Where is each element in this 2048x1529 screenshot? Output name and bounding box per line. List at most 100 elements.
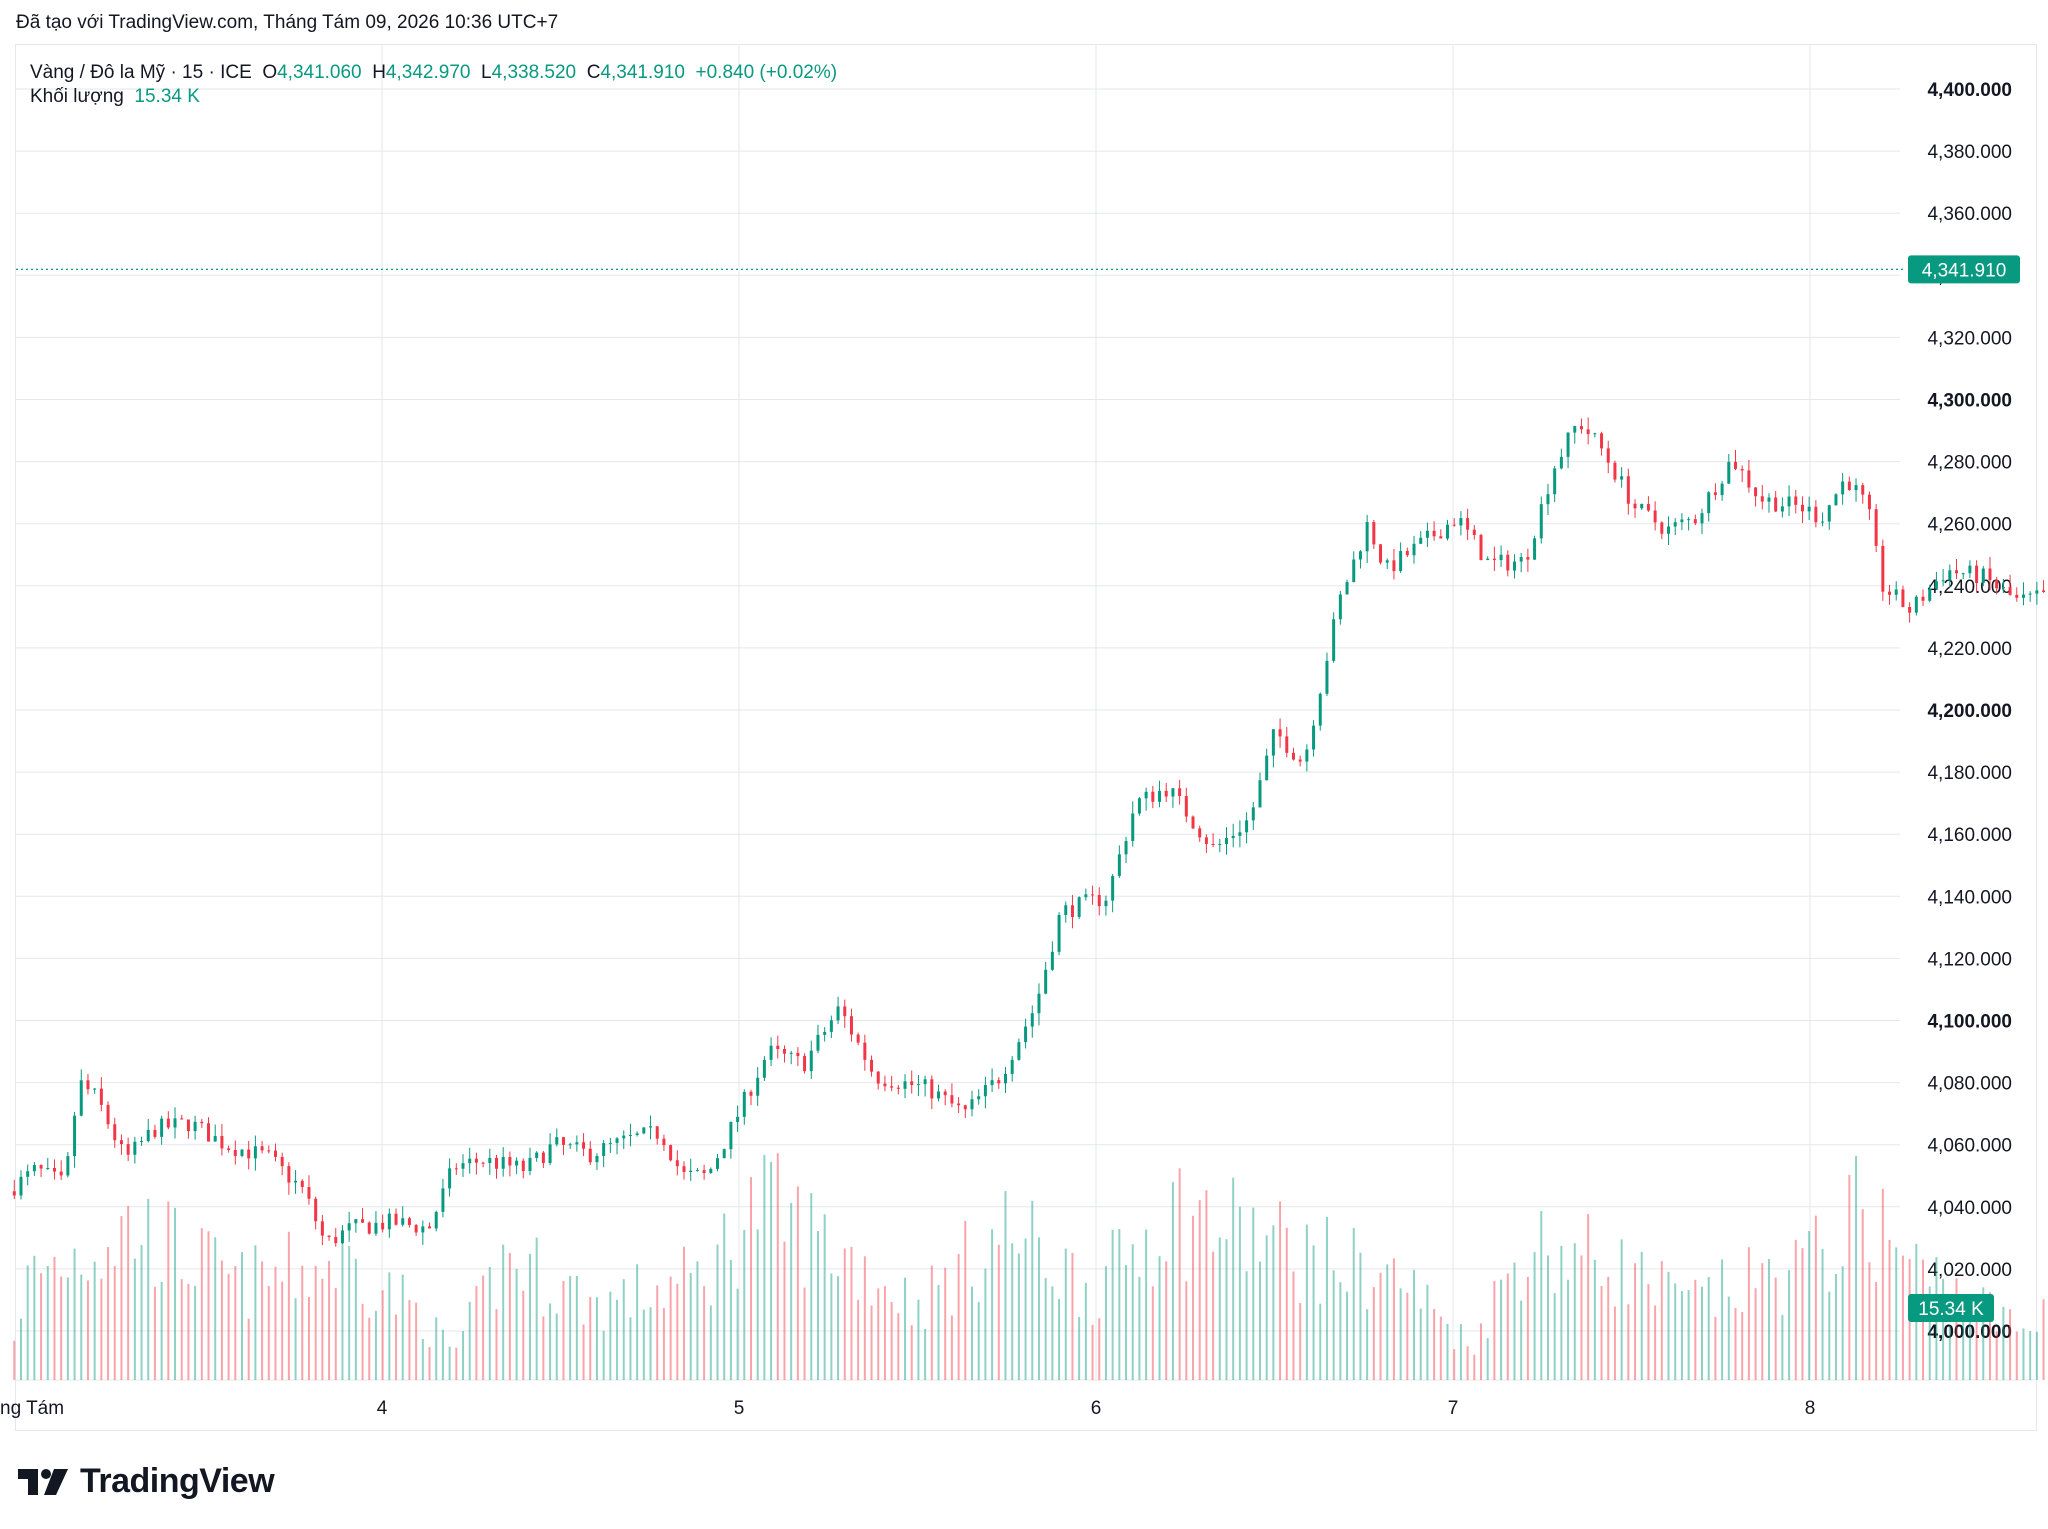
candle-body [789, 1052, 793, 1054]
volume-bar [1500, 1279, 1503, 1380]
volume-bar [656, 1285, 659, 1380]
volume-bar [428, 1347, 431, 1380]
volume-bar [1888, 1239, 1891, 1380]
candle-body [1224, 838, 1228, 845]
volume-bar [1573, 1243, 1576, 1380]
volume-bar [395, 1314, 398, 1380]
candle-body [1325, 660, 1329, 694]
volume-bar [1647, 1284, 1650, 1380]
volume-bar [267, 1285, 270, 1380]
candle-body [977, 1096, 981, 1100]
candle-body [1646, 503, 1650, 511]
change-value: +0.840 (+0.02%) [695, 62, 838, 83]
candle-body [86, 1080, 90, 1090]
volume-bar [1299, 1303, 1302, 1380]
volume-bar [1232, 1177, 1235, 1380]
volume-bar [1413, 1269, 1416, 1380]
volume-bar [100, 1278, 103, 1380]
candle-body [1077, 897, 1081, 917]
tradingview-logo[interactable]: TradingView [18, 1462, 275, 1501]
candle-body [883, 1083, 887, 1087]
low-value: 4,338.520 [491, 62, 577, 83]
candle-body [501, 1157, 505, 1169]
volume-bar [729, 1259, 732, 1380]
candle-body [320, 1221, 324, 1236]
candle-body [515, 1160, 519, 1166]
candle-body [468, 1158, 472, 1164]
volume-bar [153, 1286, 156, 1380]
candle-body [186, 1119, 190, 1132]
y-tick-label: 4,280.000 [1927, 453, 2012, 474]
volume-bar [549, 1303, 552, 1380]
volume-bar [1875, 1281, 1878, 1380]
volume-bar [1218, 1237, 1221, 1380]
tradingview-logo-icon [18, 1468, 68, 1495]
volume-bar [247, 1318, 250, 1380]
volume-bar [502, 1244, 505, 1380]
candle-body [307, 1187, 311, 1199]
volume-bar [1279, 1201, 1282, 1380]
candle-body [521, 1160, 525, 1172]
y-tick-label: 4,220.000 [1927, 639, 2012, 660]
y-tick-label: 4,260.000 [1927, 515, 2012, 536]
x-tick-label: 4 [377, 1398, 388, 1419]
candle-body [39, 1164, 43, 1169]
candle-body [407, 1218, 411, 1225]
volume-bar [1761, 1263, 1764, 1380]
candle-body [1151, 791, 1155, 802]
candle-body [1526, 557, 1530, 560]
candle-body [66, 1156, 70, 1176]
candle-body [1251, 807, 1255, 821]
volume-bar [984, 1268, 987, 1380]
volume-bar [1687, 1290, 1690, 1380]
candle-body [582, 1142, 586, 1149]
volume-bar [522, 1290, 525, 1380]
candle-body [1211, 843, 1215, 845]
volume-bar [1600, 1286, 1603, 1380]
volume-bar [33, 1255, 36, 1380]
volume-bar [1808, 1231, 1811, 1380]
y-tick-label: 4,320.000 [1927, 328, 2012, 349]
chart-frame [15, 44, 2037, 1431]
candle-body [59, 1171, 63, 1176]
candle-body [776, 1045, 780, 1049]
candle-body [1399, 551, 1403, 572]
volume-bar [944, 1267, 947, 1380]
candle-body [1291, 752, 1295, 760]
candle-body [93, 1088, 97, 1090]
y-tick-label: 4,140.000 [1927, 887, 2012, 908]
symbol-label[interactable]: Vàng / Đô la Mỹ · 15 · ICE [30, 62, 252, 83]
candle-body [300, 1180, 304, 1188]
candle-body [26, 1171, 30, 1177]
volume-bar [1754, 1288, 1757, 1380]
volume-bar [1667, 1271, 1670, 1380]
volume-bar [1801, 1248, 1804, 1380]
volume-bar [1446, 1323, 1449, 1380]
candle-body [347, 1223, 351, 1231]
candle-body [1271, 729, 1275, 756]
volume-bar [890, 1302, 893, 1380]
volume-bar [1011, 1243, 1014, 1380]
candle-body [1231, 835, 1235, 839]
candle-body [1486, 558, 1490, 561]
candle-body [1814, 506, 1818, 523]
volume-bar [348, 1246, 351, 1380]
candle-body [1579, 426, 1583, 430]
volume-bar [133, 1258, 136, 1380]
candle-body [1995, 580, 1999, 589]
volume-bar [1580, 1255, 1583, 1380]
candle-body [1198, 828, 1202, 838]
volume-label[interactable]: Khối lượng [30, 86, 124, 107]
volume-bar [60, 1276, 63, 1380]
candle-body [146, 1129, 150, 1142]
volume-bar [1741, 1312, 1744, 1380]
candle-body [1117, 854, 1121, 876]
candle-body [1519, 557, 1523, 562]
candle-body [1673, 522, 1677, 527]
volume-bar [1868, 1262, 1871, 1380]
candle-body [1365, 522, 1369, 552]
candle-body [260, 1146, 264, 1151]
candle-body [1834, 494, 1838, 506]
volume-bar [883, 1286, 886, 1380]
